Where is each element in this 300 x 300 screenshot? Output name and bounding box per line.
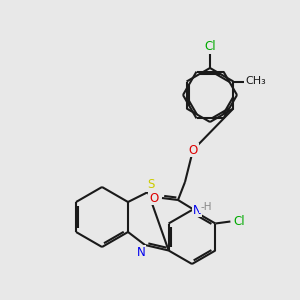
Text: N: N <box>136 245 146 259</box>
Text: S: S <box>147 178 155 191</box>
Text: -H: -H <box>200 202 212 212</box>
Text: CH₃: CH₃ <box>245 76 266 86</box>
Text: N: N <box>193 203 201 217</box>
Text: O: O <box>149 191 159 205</box>
Text: Cl: Cl <box>234 215 245 228</box>
Text: O: O <box>188 143 198 157</box>
Text: Cl: Cl <box>204 40 216 53</box>
